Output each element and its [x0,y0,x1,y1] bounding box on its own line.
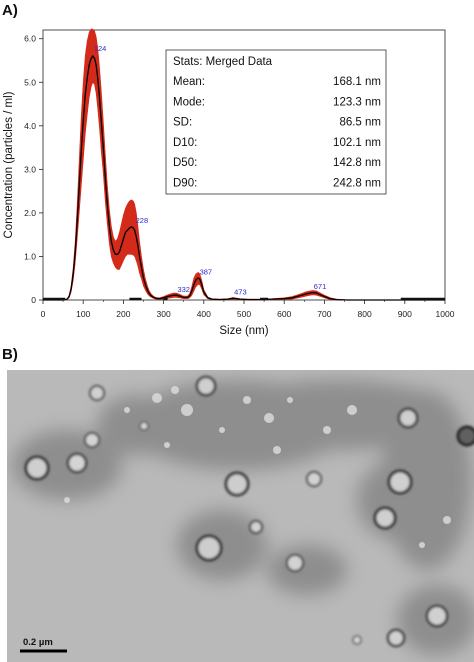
stats-row-value: 142.8 nm [333,157,381,169]
x-tick-label: 700 [317,309,331,319]
peak-label: 671 [314,282,327,291]
stats-row-value: 86.5 nm [339,117,381,129]
y-tick-label: 5.0 [24,77,36,87]
x-axis-title: Size (nm) [219,325,268,337]
x-tick-label: 500 [237,309,251,319]
micrograph-light-droplets [64,386,451,548]
micrograph-stain-regions [12,380,474,655]
micrograph-grain [7,370,474,662]
stats-row-label: D90: [173,178,197,190]
stats-row-label: Mean: [173,76,205,88]
y-tick-label: 0 [31,295,36,305]
stats-box [165,49,387,195]
stats-row-label: D10: [173,137,197,149]
x-tick-label: 800 [358,309,372,319]
stats-title: Stats: Merged Data [173,56,273,68]
panel-b-label: B) [2,346,18,363]
stats-row-value: 102.1 nm [333,137,381,149]
x-tick-label: 600 [277,309,291,319]
y-tick-label: 4.0 [24,121,36,131]
stats-row-label: SD: [173,117,192,129]
peak-label: 124 [94,44,107,53]
stats-row-value: 242.8 nm [333,178,381,190]
x-tick-label: 300 [157,309,171,319]
stats-row-value: 123.3 nm [333,96,381,108]
peak-label: 473 [234,287,247,296]
stats-row-label: D50: [173,157,197,169]
y-tick-label: 2.0 [24,208,36,218]
stats-row-label: Mode: [173,96,205,108]
mean-line [43,55,445,301]
y-axis-title: Concentration (particles / ml) [3,91,15,238]
y-tick-label: 3.0 [24,164,36,174]
size-distribution-chart: 0 100 200 300 400 500 600 700 800 900 1000 0 1.0 2.0 3… [3,28,455,337]
stats-row-value: 168.1 nm [333,76,381,88]
x-tick-label: 100 [76,309,90,319]
y-tick-label: 1.0 [24,251,36,261]
scale-bar-label: 0.2 µm [23,637,53,648]
panel-a-label: A) [2,2,18,19]
x-tick-label: 1000 [436,309,455,319]
x-tick-label: 900 [398,309,412,319]
x-tick-label: 200 [116,309,130,319]
micrograph-vesicles [24,375,474,648]
peak-label: 387 [200,267,213,276]
peak-label: 228 [136,216,149,225]
y-tick-label: 6.0 [24,34,36,44]
error-band [43,28,445,301]
x-tick-label: 0 [41,309,46,319]
x-tick-label: 400 [197,309,211,319]
tem-micrograph: 0.2 µm [7,370,474,662]
peak-label: 332 [177,285,190,294]
